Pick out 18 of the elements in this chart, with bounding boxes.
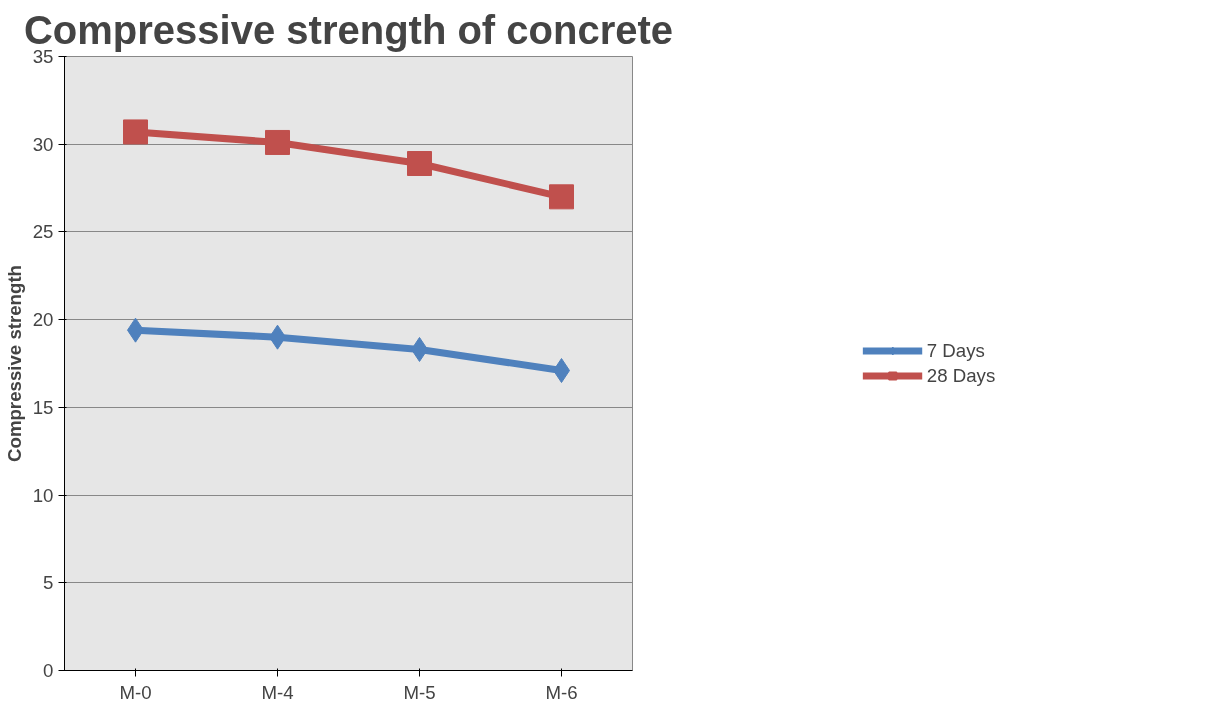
y-tick-label: 15	[32, 396, 54, 418]
y-tick-label: 30	[32, 133, 54, 155]
x-tick-label: M-5	[403, 681, 436, 703]
x-tick-label: M-6	[545, 681, 578, 703]
y-tick-label: 25	[32, 221, 54, 243]
x-tick-label: M-0	[119, 681, 152, 703]
point	[123, 119, 148, 145]
y-axis-title: Compressive strength	[3, 265, 25, 462]
y-tick-label: 20	[32, 309, 54, 331]
x-tick-label: M-4	[261, 681, 294, 703]
y-tick-label: 5	[43, 572, 54, 594]
legend-label: 7 Days	[926, 339, 985, 362]
point	[549, 184, 574, 210]
y-tick-label: 0	[43, 660, 54, 681]
point	[265, 129, 290, 155]
point	[407, 151, 432, 177]
y-tick-label: 10	[32, 484, 54, 506]
legend-label: 28 Days	[926, 364, 996, 387]
